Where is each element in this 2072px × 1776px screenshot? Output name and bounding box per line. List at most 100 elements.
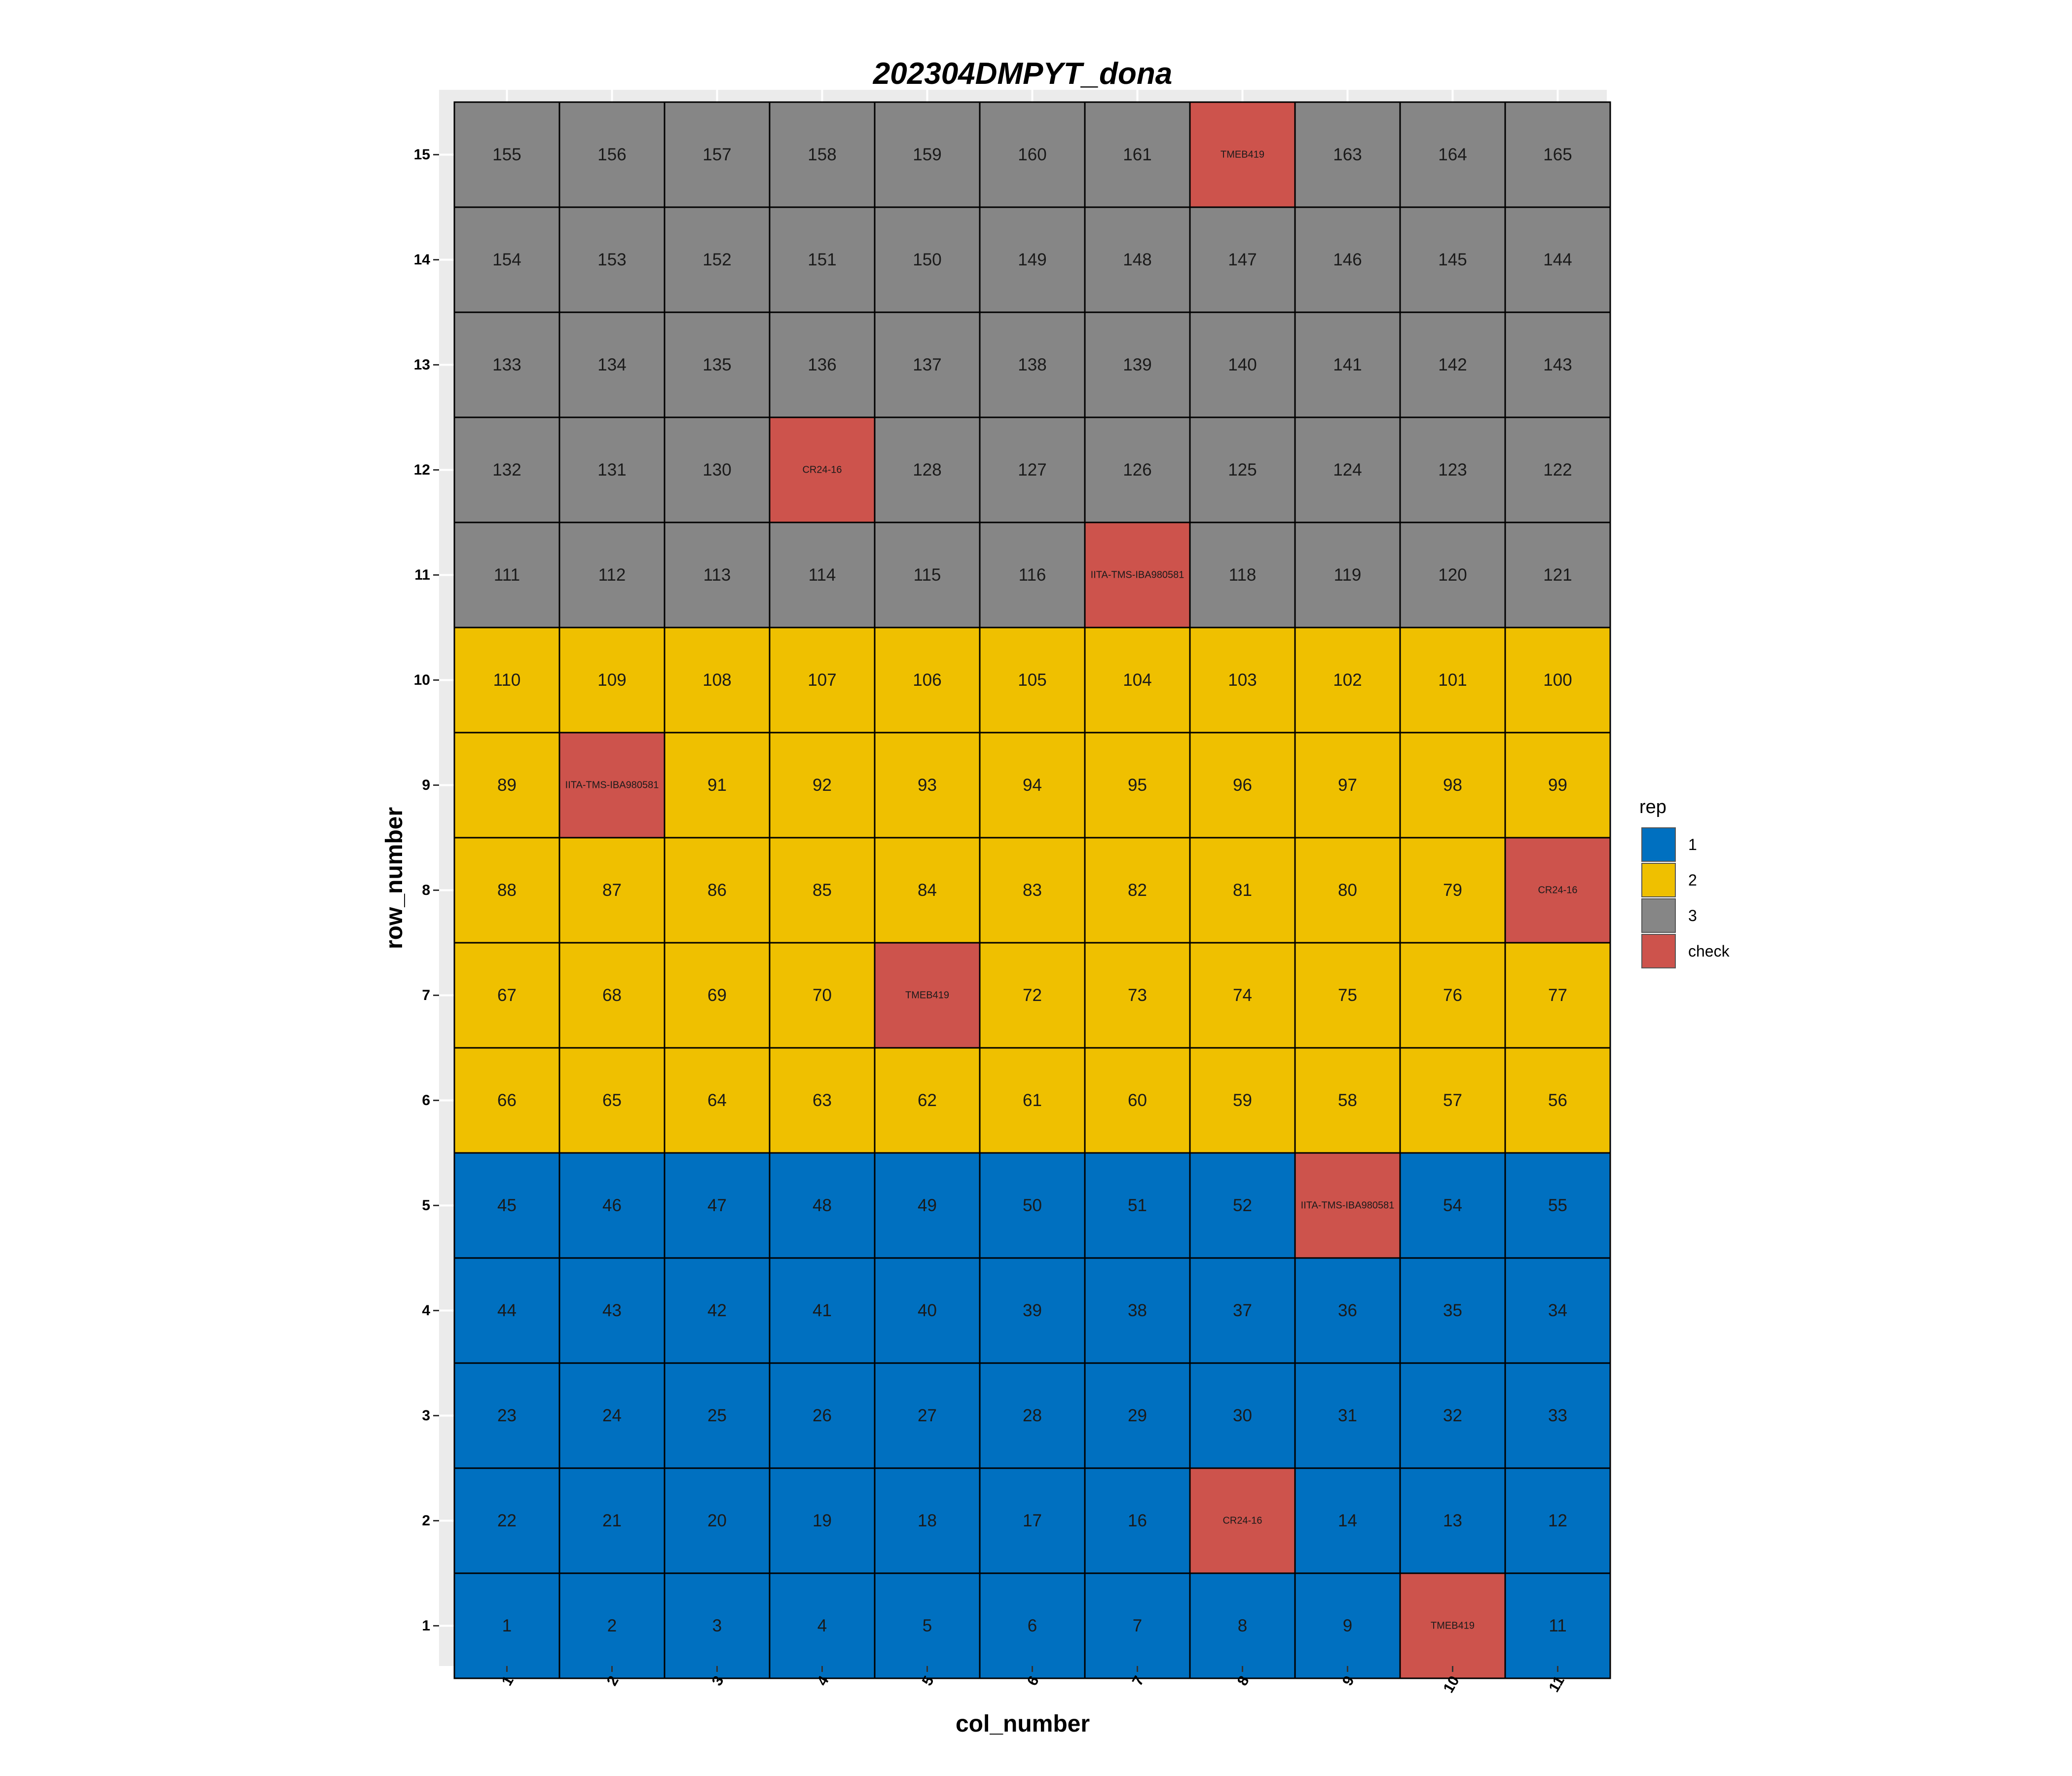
plot-cell-tile [453, 101, 560, 208]
plot-cell-tile [1504, 837, 1611, 944]
plot-number: 156 [597, 145, 626, 164]
plot-number: 97 [1338, 776, 1357, 795]
plot-number: 99 [1548, 776, 1567, 795]
plot-cell: 19 [769, 1467, 876, 1574]
plot-cell: 83 [979, 837, 1086, 944]
plot-number: 69 [707, 986, 727, 1005]
plot-cell: 108 [664, 627, 771, 734]
plot-cell-tile [453, 1362, 560, 1469]
plot-cell-tile [769, 942, 876, 1049]
plot-number: 121 [1543, 565, 1572, 585]
plot-cell: 128 [874, 416, 981, 523]
legend-swatch [1641, 863, 1676, 897]
plot-cell: 29 [1084, 1362, 1191, 1469]
plot-number: 159 [913, 145, 941, 164]
plot-number: 138 [1018, 355, 1046, 374]
plot-cell-tile [1294, 1257, 1401, 1364]
plot-number: 105 [1018, 670, 1046, 690]
plot-number: 59 [1233, 1091, 1252, 1110]
plot-cell-tile [979, 521, 1086, 629]
plot-number: 16 [1128, 1511, 1147, 1530]
plot-cell-tile [1504, 311, 1611, 418]
plot-cell-tile [1189, 101, 1296, 208]
plot-cell-tile [1504, 1467, 1611, 1574]
plot-cell-tile [1399, 942, 1506, 1049]
legend-item: check [1641, 934, 1730, 968]
plot-cell-tile [1084, 942, 1191, 1049]
plot-cell-tile [979, 627, 1086, 734]
plot-cell: 126 [1084, 416, 1191, 523]
legend-swatch [1641, 898, 1676, 933]
plot-cell: 157 [664, 101, 771, 208]
plot-number: 44 [497, 1301, 517, 1320]
plot-cell: 61 [979, 1047, 1086, 1154]
plot-number: 115 [914, 565, 941, 585]
plot-number: 102 [1333, 670, 1362, 690]
y-axis-title: row_number [381, 807, 407, 949]
plot-cell: 123 [1399, 416, 1506, 523]
plot-number: 144 [1543, 250, 1572, 269]
plot-number: 163 [1333, 145, 1362, 164]
plot-number: 153 [597, 250, 626, 269]
plot-number: 9 [1343, 1616, 1352, 1635]
plot-number: 88 [497, 881, 517, 900]
plot-cell: 115 [874, 521, 981, 629]
plot-cell-tile [979, 837, 1086, 944]
legend-label: check [1688, 942, 1730, 960]
plot-number: 91 [707, 776, 727, 795]
plot-number: 7 [1133, 1616, 1142, 1635]
plot-number: 34 [1548, 1301, 1567, 1320]
plot-cell: 67 [453, 942, 560, 1049]
plot-cell: 161 [1084, 101, 1191, 208]
plot-cell-tile [1084, 837, 1191, 944]
plot-number: 37 [1233, 1301, 1252, 1320]
plot-number: 46 [602, 1196, 622, 1215]
plot-number: 89 [497, 776, 517, 795]
plot-number: 157 [703, 145, 731, 164]
plot-cell: 35 [1399, 1257, 1506, 1364]
plot-cell: 116 [979, 521, 1086, 629]
plot-cell-tile [1504, 1362, 1611, 1469]
plot-cell-tile [453, 1152, 560, 1259]
check-label: IITA-TMS-IBA980581 [1301, 1200, 1395, 1211]
plot-cell-tile [769, 1152, 876, 1259]
plot-number: 84 [918, 881, 937, 900]
plot-cell-tile [874, 521, 981, 629]
plot-number: 12 [1548, 1511, 1567, 1530]
plot-cell: 113 [664, 521, 771, 629]
plot-number: 40 [918, 1301, 937, 1320]
plot-number: 6 [1028, 1616, 1037, 1635]
plot-cell: 165 [1504, 101, 1611, 208]
plot-cell: 92 [769, 732, 876, 839]
plot-cell: 87 [558, 837, 666, 944]
plot-cell: 134 [558, 311, 666, 418]
plot-cell-tile [874, 732, 981, 839]
plot-number: 95 [1128, 776, 1147, 795]
plot-number: 14 [1338, 1511, 1357, 1530]
plot-cell: 33 [1504, 1362, 1611, 1469]
plot-number: 29 [1128, 1406, 1147, 1425]
plot-number: 142 [1438, 355, 1467, 374]
plot-cell: 80 [1294, 837, 1401, 944]
plot-cell: 154 [453, 206, 560, 313]
plot-cell-tile [664, 206, 771, 313]
plot-number: 24 [602, 1406, 622, 1425]
y-tick-label: 7 [422, 987, 430, 1003]
plot-number: 8 [1238, 1616, 1247, 1635]
plot-cell: 159 [874, 101, 981, 208]
plot-number: 92 [813, 776, 832, 795]
plot-cell: 76 [1399, 942, 1506, 1049]
plot-cell-tile [1504, 1152, 1611, 1259]
plot-cell: 139 [1084, 311, 1191, 418]
plot-number: 124 [1333, 460, 1362, 480]
plot-number: 94 [1023, 776, 1042, 795]
plot-cell: IITA-TMS-IBA980581 [1084, 521, 1191, 629]
plot-cell: 55 [1504, 1152, 1611, 1259]
plot-cell-tile [558, 1467, 666, 1574]
plot-cell: 163 [1294, 101, 1401, 208]
plot-number: 123 [1438, 460, 1467, 480]
plot-cell: 25 [664, 1362, 771, 1469]
check-label: TMEB419 [1221, 149, 1264, 160]
plot-cell: 138 [979, 311, 1086, 418]
plot-cell: 148 [1084, 206, 1191, 313]
